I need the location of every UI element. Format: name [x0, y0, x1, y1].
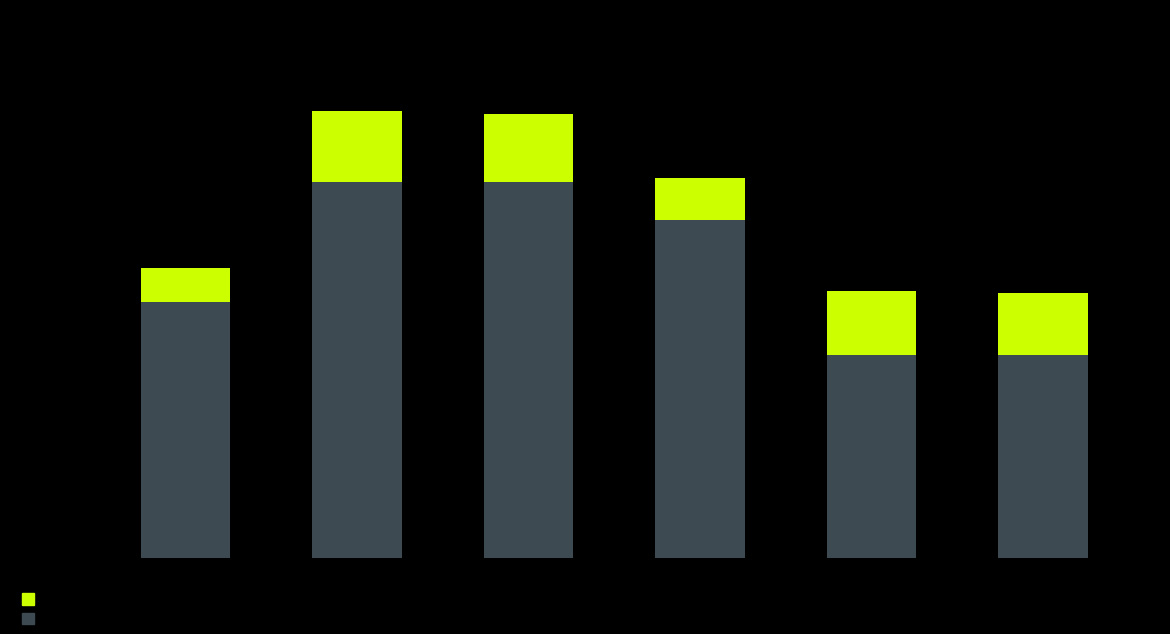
Bar	[484, 114, 573, 182]
Bar	[827, 291, 916, 355]
Legend: Planned spending, Actual spending: Planned spending, Actual spending	[16, 588, 160, 631]
Bar	[140, 269, 230, 302]
Bar	[312, 111, 401, 182]
Bar	[312, 182, 401, 558]
Bar	[998, 294, 1088, 355]
Bar	[998, 355, 1088, 558]
Bar	[827, 355, 916, 558]
Bar	[655, 219, 744, 558]
Bar	[484, 182, 573, 558]
Bar	[140, 302, 230, 558]
Bar	[655, 178, 744, 219]
